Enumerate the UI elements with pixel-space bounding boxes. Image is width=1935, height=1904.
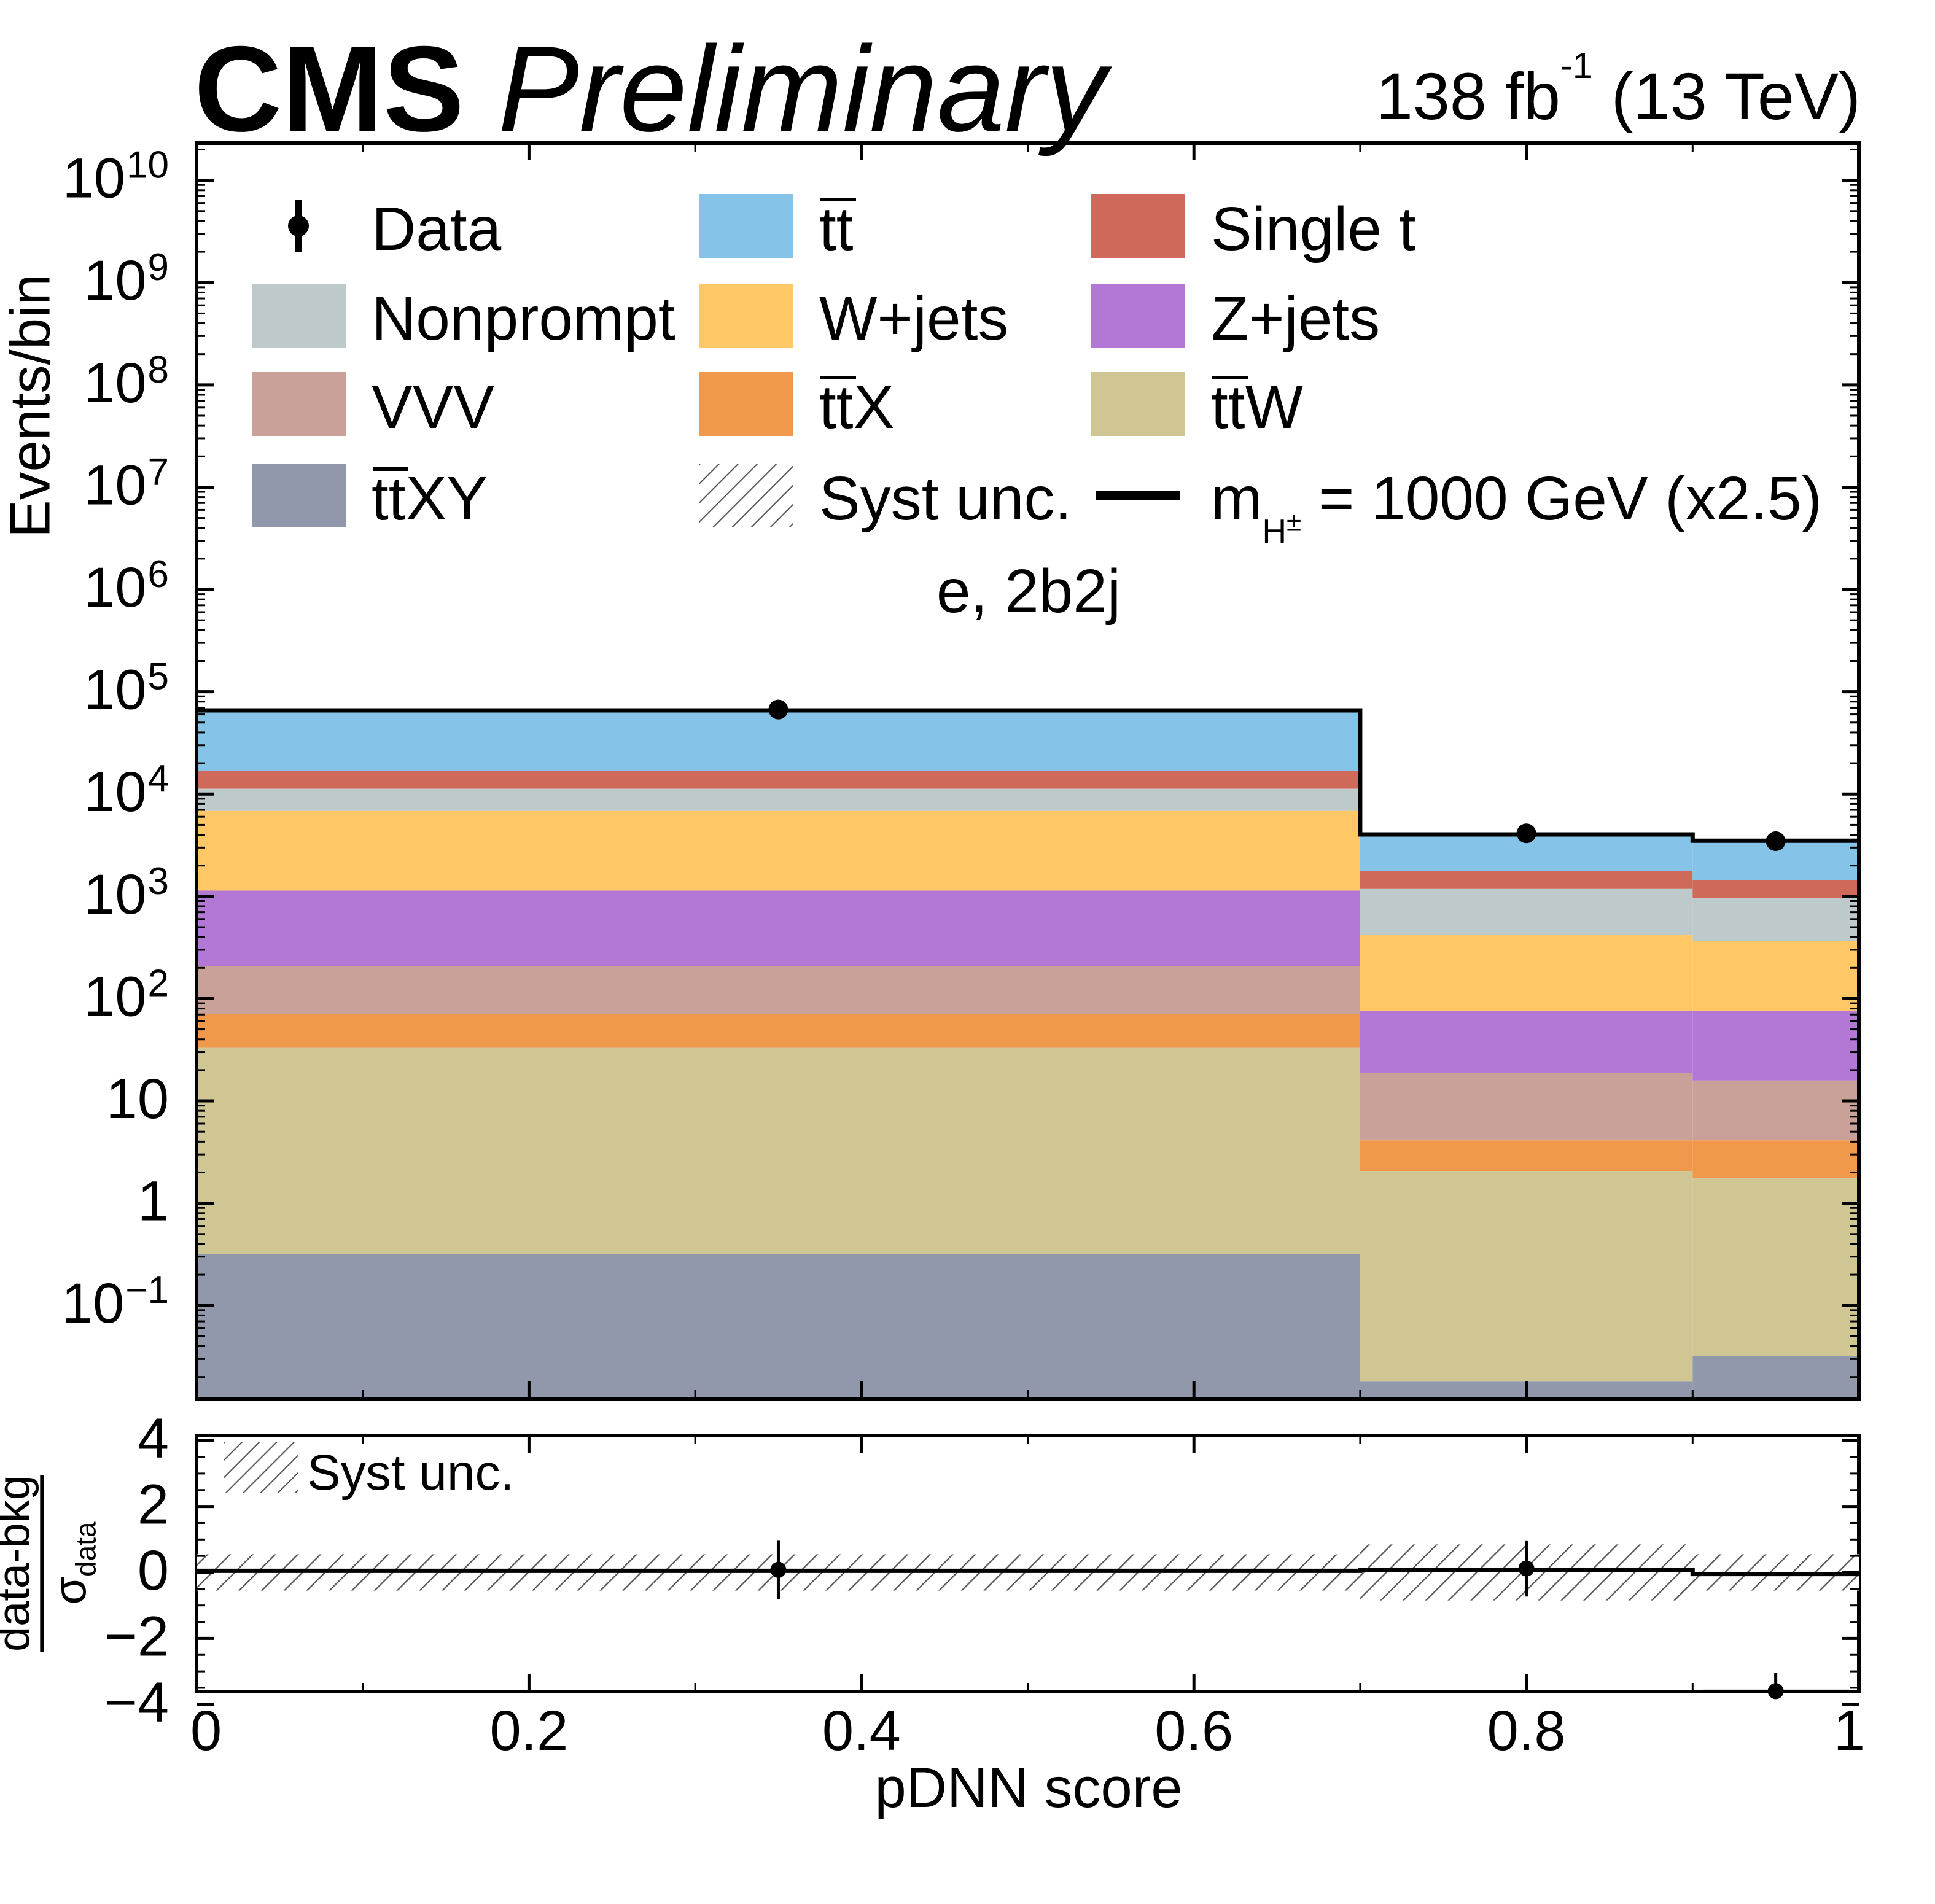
svg-text:−2: −2 xyxy=(104,1605,169,1668)
svg-text:0: 0 xyxy=(138,1539,169,1602)
svg-text:2: 2 xyxy=(138,1474,169,1536)
svg-text:1: 1 xyxy=(138,1170,169,1233)
svg-text:0.6: 0.6 xyxy=(1154,1700,1233,1762)
svg-text:0: 0 xyxy=(190,1700,222,1762)
svg-text:−4: −4 xyxy=(104,1671,169,1734)
svg-text:0.8: 0.8 xyxy=(1487,1700,1566,1762)
svg-text:10: 10 xyxy=(106,1068,169,1130)
svg-text:0.4: 0.4 xyxy=(822,1700,901,1762)
svg-text:1: 1 xyxy=(1834,1700,1865,1762)
svg-text:4: 4 xyxy=(138,1407,169,1470)
svg-text:0.2: 0.2 xyxy=(489,1700,568,1762)
